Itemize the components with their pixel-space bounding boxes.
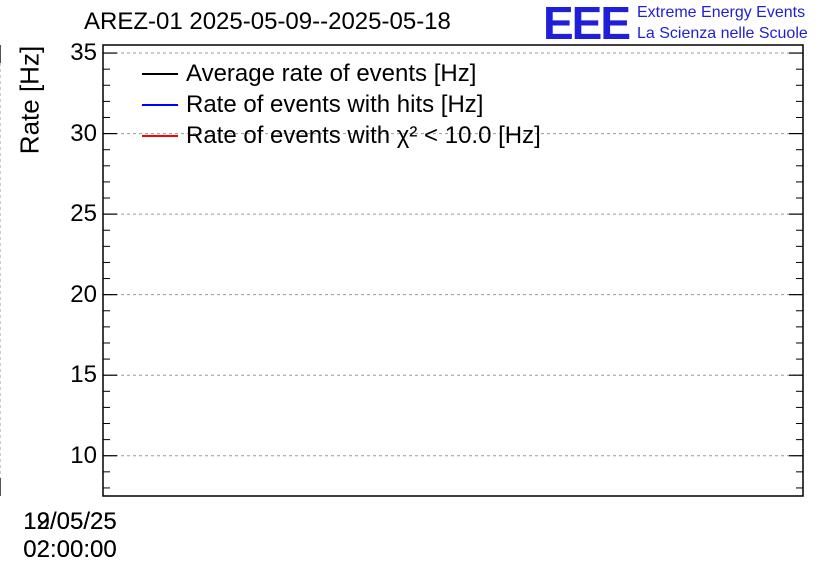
legend-item-chi2: Rate of events with χ² < 10.0 [Hz] <box>142 120 541 151</box>
legend-swatch-average <box>142 72 178 75</box>
x-tick-time: 02:00:00 <box>23 536 117 563</box>
legend-item-average: Average rate of events [Hz] <box>142 58 541 89</box>
legend-label-chi2: Rate of events with χ² < 10.0 [Hz] <box>186 121 541 149</box>
x-tick-date: 19/05/25 <box>23 508 117 535</box>
legend-item-hits: Rate of events with hits [Hz] <box>142 89 541 120</box>
grid-lines <box>0 45 803 496</box>
x-tick-label: 12/05/25 02:00:00 <box>0 508 140 564</box>
y-tick-label: 25 <box>70 200 97 228</box>
x-tick-time: 02:00:00 <box>23 536 117 563</box>
x-tick-date: 12/05/25 <box>23 508 117 535</box>
legend-swatch-hits <box>142 103 178 106</box>
y-tick-label: 35 <box>70 39 97 67</box>
y-tick-label: 10 <box>70 441 97 469</box>
y-tick-label: 30 <box>70 119 97 147</box>
legend-swatch-chi2 <box>142 134 178 137</box>
legend: Average rate of events [Hz] Rate of even… <box>142 58 541 151</box>
logo-line-2: La Scienza nelle Scuole <box>637 25 808 42</box>
y-tick-label: 20 <box>70 280 97 308</box>
logo-line-1: Extreme Energy Events <box>637 4 806 21</box>
plot-frame <box>102 44 804 497</box>
axes-frame <box>0 44 804 497</box>
x-tick-label: 19/05/25 02:00:00 <box>0 508 140 564</box>
y-tick-label: 15 <box>70 361 97 389</box>
legend-label-hits: Rate of events with hits [Hz] <box>186 90 484 118</box>
chart-title: AREZ-01 2025-05-09--2025-05-18 <box>84 8 451 35</box>
legend-label-average: Average rate of events [Hz] <box>186 59 477 87</box>
eee-logo: EEE <box>543 0 631 49</box>
